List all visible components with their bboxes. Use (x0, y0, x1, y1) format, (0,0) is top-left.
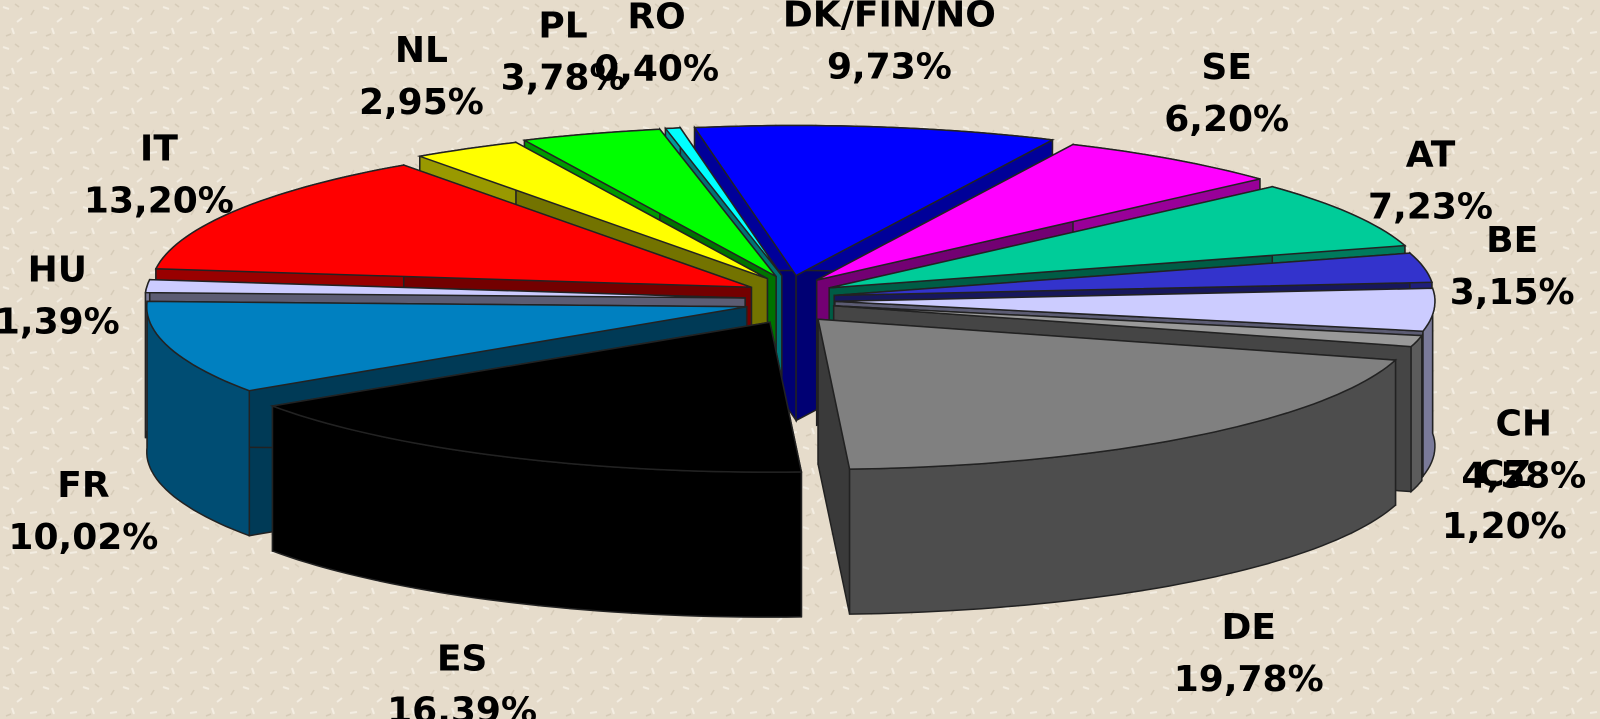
value-label: 2,95% (359, 82, 484, 123)
category-label: DK/FIN/NO (783, 0, 996, 36)
category-label: BE (1486, 220, 1538, 261)
value-label: 4,58% (1461, 456, 1586, 497)
value-label: 19,78% (1174, 659, 1324, 700)
category-label: PL (538, 6, 587, 47)
slice (693, 124, 1055, 277)
value-label: 3,15% (1450, 272, 1575, 313)
category-label: ES (437, 639, 488, 680)
value-label: 9,73% (827, 47, 952, 88)
category-label: FR (57, 465, 109, 506)
slice (522, 128, 777, 278)
value-label: 10,02% (8, 517, 158, 558)
slice (816, 143, 1261, 281)
slice (817, 318, 1398, 470)
category-label: CZ (1478, 454, 1531, 495)
slice (269, 321, 803, 473)
slice (416, 141, 768, 280)
slice (829, 185, 1407, 289)
category-label: AT (1406, 135, 1456, 176)
value-label: 13,20% (84, 181, 234, 222)
category-label: RO (627, 0, 685, 38)
slice (146, 300, 747, 392)
value-label: 1,39% (0, 302, 120, 343)
value-label: 1,20% (1442, 506, 1567, 547)
category-label: HU (28, 250, 87, 291)
value-label: 3,78% (501, 58, 626, 99)
slice (834, 287, 1436, 332)
category-label: SE (1201, 47, 1252, 88)
slice (154, 164, 752, 289)
slice (144, 278, 746, 299)
value-label: 6,20% (1164, 99, 1289, 140)
slice-wall (1410, 333, 1423, 494)
pie (144, 124, 1436, 618)
category-label: DE (1221, 607, 1275, 648)
slice (833, 305, 1424, 348)
category-label: NL (395, 30, 448, 71)
value-label: 16,39% (387, 691, 537, 719)
value-label: 0,40% (594, 49, 719, 90)
slice (663, 127, 783, 277)
value-label: 7,23% (1368, 187, 1493, 228)
slice (834, 252, 1434, 297)
category-label: CH (1496, 404, 1553, 445)
category-label: IT (140, 129, 178, 170)
